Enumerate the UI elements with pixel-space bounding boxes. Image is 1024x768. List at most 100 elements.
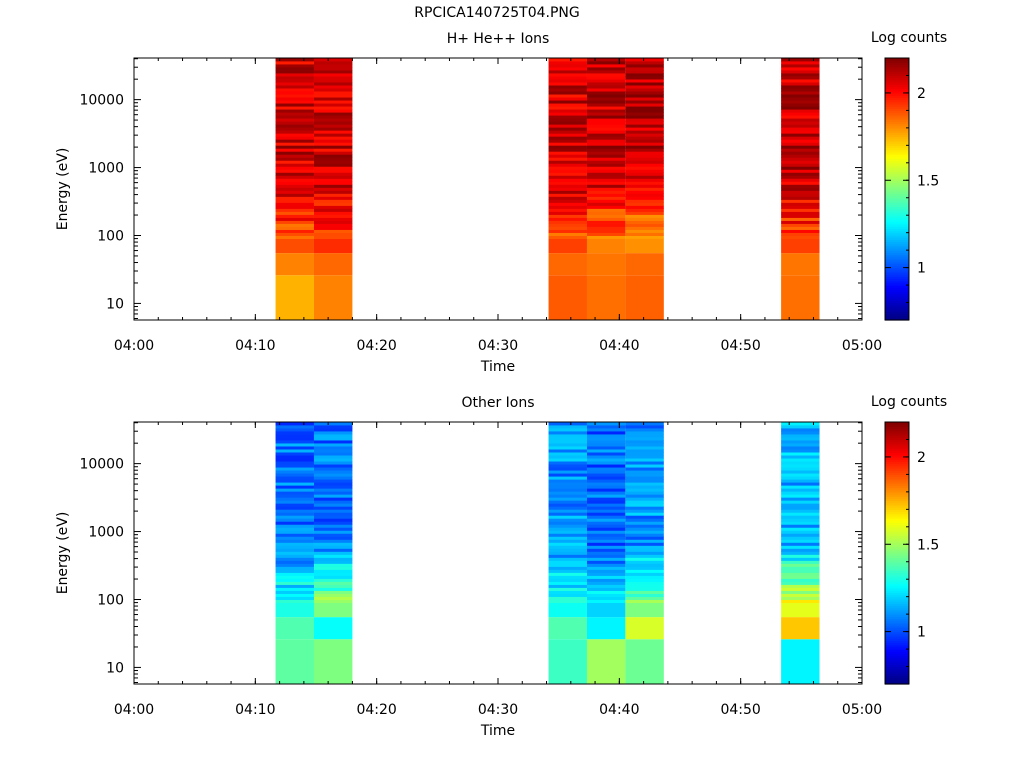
energy-bin	[586, 58, 626, 62]
energy-bin	[275, 220, 314, 224]
energy-bin	[586, 235, 626, 239]
colorbar-segment	[885, 298, 909, 301]
energy-bin	[586, 521, 626, 525]
energy-bin	[781, 232, 820, 236]
energy-bin	[548, 193, 587, 197]
colorbar-segment	[885, 134, 909, 138]
colorbar-segment	[885, 635, 909, 639]
x-tick-label: 04:10	[235, 338, 275, 354]
colorbar-segment	[885, 487, 909, 491]
energy-bin	[313, 593, 353, 597]
energy-bin	[586, 512, 626, 516]
energy-bin	[625, 70, 664, 74]
energy-bin	[548, 602, 587, 618]
energy-bin	[781, 196, 820, 200]
energy-bin	[625, 515, 664, 519]
energy-bin	[586, 94, 626, 98]
x-tick-label: 05:00	[842, 338, 882, 354]
energy-bin	[313, 121, 353, 125]
energy-bin	[548, 229, 587, 233]
colorbar-segment	[885, 439, 909, 443]
energy-bin	[275, 599, 314, 603]
energy-bin	[313, 142, 353, 146]
x-tick-label: 04:20	[356, 702, 396, 718]
energy-bin	[586, 617, 626, 640]
energy-bin	[625, 569, 664, 573]
colorbar-segment	[885, 611, 909, 615]
energy-bin	[625, 97, 664, 101]
energy-bin	[548, 166, 587, 170]
energy-bin	[275, 536, 314, 540]
energy-bin	[313, 581, 353, 585]
energy-bin	[586, 97, 626, 101]
energy-bin	[781, 437, 820, 441]
energy-bin	[625, 485, 664, 489]
colorbar-segment	[885, 631, 909, 635]
energy-bin	[313, 524, 353, 528]
energy-bin	[313, 530, 353, 534]
energy-bin	[625, 494, 664, 498]
colorbar-segment	[885, 208, 909, 212]
energy-bin	[313, 193, 353, 197]
energy-bin	[625, 425, 664, 429]
energy-bin	[781, 220, 820, 224]
energy-bin	[586, 449, 626, 453]
energy-bin	[313, 154, 353, 158]
energy-bin	[275, 509, 314, 513]
energy-bin	[548, 184, 587, 188]
colorbar-segment	[885, 164, 909, 168]
energy-bin	[625, 524, 664, 528]
energy-bin	[548, 458, 587, 462]
colorbar-segment	[885, 470, 909, 473]
energy-bin	[548, 473, 587, 477]
energy-bin	[548, 61, 587, 65]
energy-bin	[275, 590, 314, 594]
colorbar-segment	[885, 280, 909, 284]
y-axis-label: Energy (eV)	[55, 512, 71, 595]
energy-bin	[275, 425, 314, 429]
colorbar-segment	[885, 289, 909, 293]
colorbar-segment	[885, 158, 909, 162]
energy-bin	[625, 202, 664, 206]
energy-bin	[586, 578, 626, 582]
energy-bin	[313, 521, 353, 525]
energy-bin	[625, 67, 664, 71]
energy-bin	[586, 70, 626, 74]
energy-bin	[548, 121, 587, 125]
energy-bin	[781, 223, 820, 227]
energy-bin	[586, 581, 626, 585]
energy-bin	[548, 97, 587, 101]
y-tick-label: 10000	[79, 93, 124, 109]
energy-bin	[548, 109, 587, 113]
energy-bin	[548, 572, 587, 576]
energy-bin	[275, 229, 314, 233]
energy-bin	[313, 73, 353, 77]
energy-bin	[625, 121, 664, 125]
energy-bin	[586, 554, 626, 558]
energy-bin	[781, 434, 820, 438]
energy-bin	[275, 178, 314, 182]
colorbar-segment	[885, 568, 909, 572]
energy-bin	[586, 169, 626, 173]
energy-bin	[548, 533, 587, 537]
colorbar-segment	[885, 507, 909, 510]
colorbar-segment	[885, 136, 909, 140]
energy-bin	[625, 175, 664, 179]
energy-bin	[781, 476, 820, 480]
energy-bin	[275, 530, 314, 534]
energy-bin	[781, 599, 820, 603]
colorbar-segment	[885, 677, 909, 681]
energy-bin	[625, 226, 664, 230]
panel-1: 04:00 04:10 04:20 04:30 04:40 04:50 05:00 10 100…	[55, 30, 947, 375]
energy-bin	[313, 82, 353, 86]
energy-bin	[781, 428, 820, 432]
energy-bin	[586, 527, 626, 531]
y-tick-label: 1000	[88, 161, 124, 177]
colorbar-segment	[885, 531, 909, 534]
colorbar-segment	[885, 156, 909, 160]
energy-bin	[625, 617, 664, 640]
energy-bin	[275, 488, 314, 492]
energy-bin	[586, 133, 626, 137]
colorbar-segment	[885, 537, 909, 541]
energy-bin	[586, 428, 626, 432]
